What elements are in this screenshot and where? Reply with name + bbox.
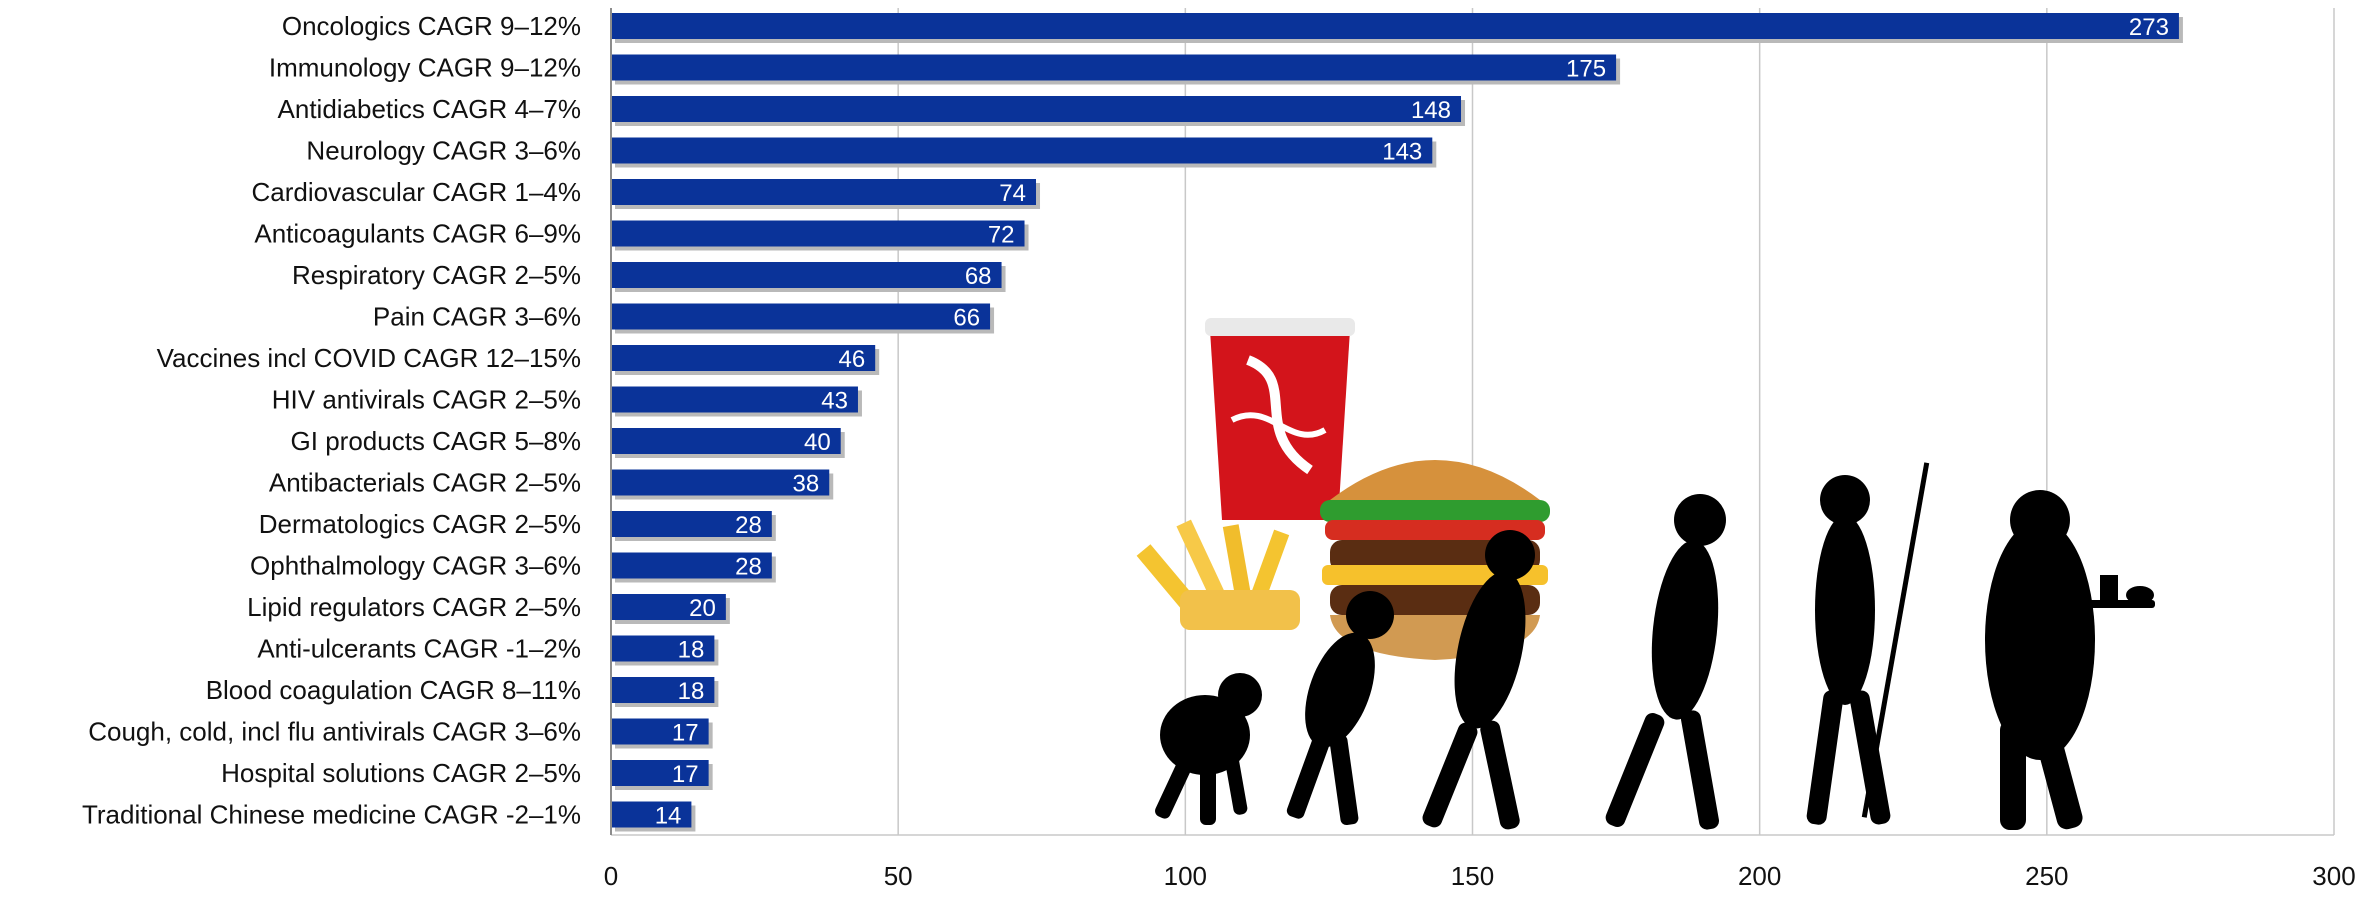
x-axis-tick-labels: 0 50 100 150 200 250 300 xyxy=(604,861,2356,891)
bar-value-label: 273 xyxy=(2129,14,2169,41)
bar-value-label: 68 xyxy=(965,263,992,290)
category-label: Neurology CAGR 3–6% xyxy=(306,136,581,166)
bar xyxy=(611,386,858,413)
x-tick-label: 300 xyxy=(2312,861,2355,891)
bar xyxy=(611,760,709,786)
category-label: Traditional Chinese medicine CAGR -2–1% xyxy=(82,800,581,830)
bar xyxy=(611,262,1002,288)
bar xyxy=(611,552,772,579)
bar xyxy=(611,718,709,745)
category-label: Ophthalmology CAGR 3–6% xyxy=(250,551,581,581)
bar-value-label: 18 xyxy=(678,637,705,664)
bar xyxy=(611,469,830,496)
data-labels: 273 175 148 143 74 72 68 66 46 43 40 38 28 28 20 18 18 17… xyxy=(655,14,2169,830)
bar-value-label: 40 xyxy=(804,429,831,456)
bar-value-label: 66 xyxy=(953,305,980,332)
bar xyxy=(611,801,692,828)
bar xyxy=(611,635,715,662)
bars xyxy=(611,13,2183,832)
bar xyxy=(611,511,772,537)
category-label: Lipid regulators CAGR 2–5% xyxy=(247,592,581,622)
bar-value-label: 28 xyxy=(735,554,762,581)
bar-value-label: 175 xyxy=(1566,56,1606,83)
bar-value-label: 17 xyxy=(672,761,699,788)
x-tick-label: 250 xyxy=(2025,861,2068,891)
category-label: Respiratory CAGR 2–5% xyxy=(292,260,581,290)
category-label: Vaccines incl COVID CAGR 12–15% xyxy=(157,343,581,373)
bar xyxy=(611,594,726,620)
category-label: Antidiabetics CAGR 4–7% xyxy=(278,94,581,124)
category-label: Anticoagulants CAGR 6–9% xyxy=(254,219,581,249)
x-tick-label: 50 xyxy=(884,861,913,891)
fast-food-evolution-illustration xyxy=(1136,318,2155,830)
bar xyxy=(611,428,841,454)
x-tick-label: 200 xyxy=(1738,861,1781,891)
bar-value-label: 14 xyxy=(655,803,682,830)
x-tick-label: 100 xyxy=(1164,861,1207,891)
category-label: HIV antivirals CAGR 2–5% xyxy=(272,385,581,415)
category-label: Immunology CAGR 9–12% xyxy=(269,53,581,83)
bar-value-label: 46 xyxy=(838,346,865,373)
category-label: Hospital solutions CAGR 2–5% xyxy=(221,758,581,788)
bar-value-label: 20 xyxy=(689,595,716,622)
bar-value-label: 72 xyxy=(988,222,1015,249)
bar-value-label: 148 xyxy=(1411,97,1451,124)
bar xyxy=(611,303,991,330)
category-label: GI products CAGR 5–8% xyxy=(291,426,581,456)
bar xyxy=(611,179,1037,205)
bar xyxy=(611,96,1462,122)
soda-cup-icon xyxy=(1205,318,1355,520)
bar xyxy=(611,137,1433,164)
bar xyxy=(611,220,1025,247)
bar-value-label: 43 xyxy=(821,388,848,415)
category-label: Cough, cold, incl flu antivirals CAGR 3–… xyxy=(88,717,581,747)
x-tick-label: 0 xyxy=(604,861,618,891)
bar-value-label: 38 xyxy=(793,471,820,498)
category-labels: Oncologics CAGR 9–12% Immunology CAGR 9–1… xyxy=(82,11,581,830)
bar xyxy=(611,345,876,371)
bar-value-label: 28 xyxy=(735,512,762,539)
category-label: Oncologics CAGR 9–12% xyxy=(282,11,581,41)
bar xyxy=(611,13,2179,39)
category-label: Blood coagulation CAGR 8–11% xyxy=(206,675,581,705)
bar-value-label: 74 xyxy=(999,180,1026,207)
bar-value-label: 17 xyxy=(672,720,699,747)
human-evolution-silhouettes-icon xyxy=(1155,462,2155,830)
bar xyxy=(611,54,1617,81)
bar-value-label: 143 xyxy=(1382,139,1422,166)
x-tick-label: 150 xyxy=(1451,861,1494,891)
category-label: Anti-ulcerants CAGR -1–2% xyxy=(257,634,581,664)
fries-icon xyxy=(1136,519,1300,630)
category-label: Pain CAGR 3–6% xyxy=(373,302,581,332)
bar xyxy=(611,677,715,703)
category-label: Cardiovascular CAGR 1–4% xyxy=(252,177,581,207)
category-label: Antibacterials CAGR 2–5% xyxy=(269,468,581,498)
bar-value-label: 18 xyxy=(678,678,705,705)
category-label: Dermatologics CAGR 2–5% xyxy=(259,509,581,539)
